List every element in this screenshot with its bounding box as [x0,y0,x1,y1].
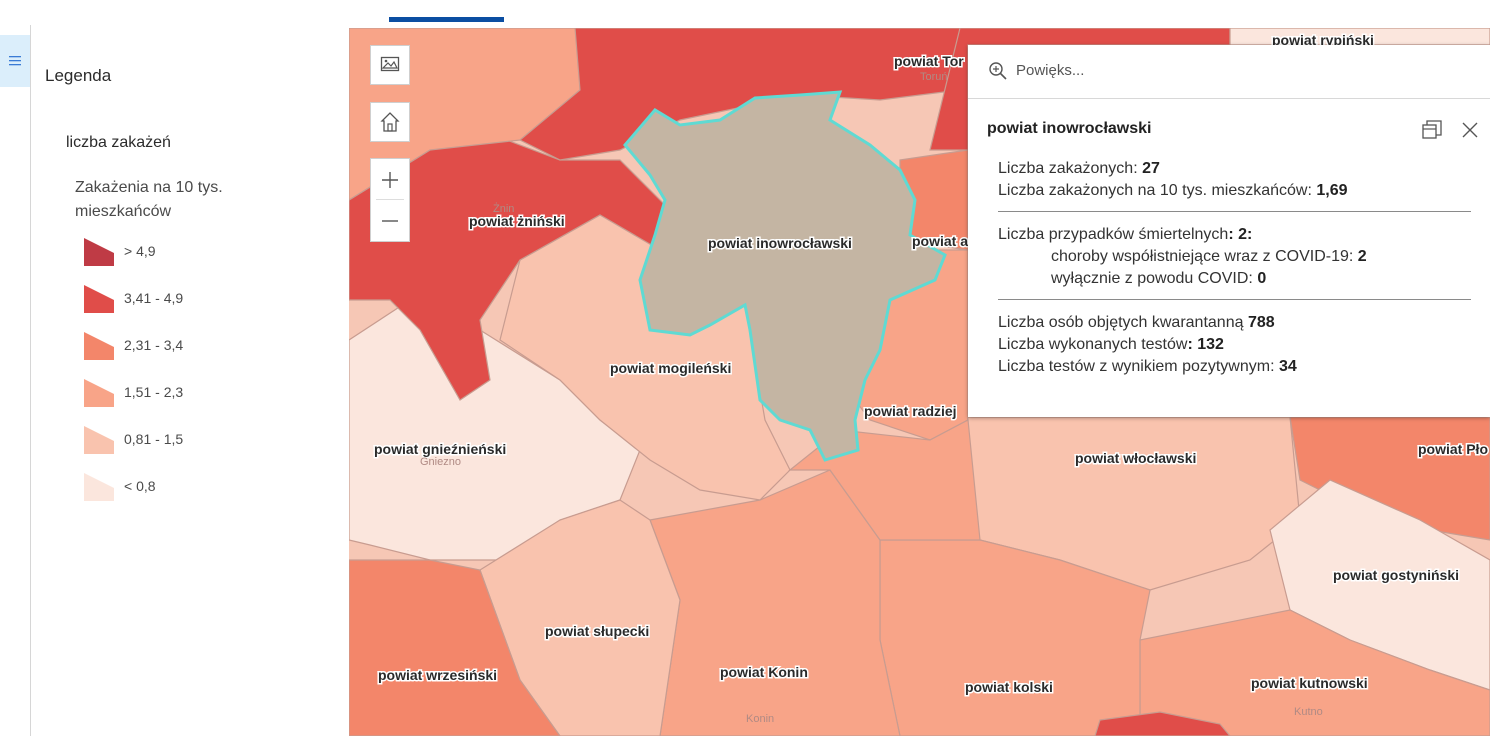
legend-class-label: < 0,8 [124,478,156,494]
home-button[interactable] [370,102,410,142]
map-label-zninski: powiat żniński [469,213,565,229]
covid-only-label: wyłącznie z powodu COVID: [1051,270,1253,287]
map-label-wloclawski: powiat włocławski [1075,450,1196,466]
legend-swatch [84,426,114,454]
region-zninski[interactable] [349,129,666,401]
popup-zoom-action[interactable]: Powięks... [968,45,1490,99]
comorb-label: choroby współistniejące wraz z COVID-19: [1051,248,1354,265]
region-south-east-dark[interactable] [1094,711,1231,736]
dock-icon[interactable] [1420,118,1444,142]
popup-positive-tests: Liczba testów z wynikiem pozytywnym: 34 [998,358,1297,376]
legend-class: < 0,8 [83,470,156,502]
region-inowroclawski-selected[interactable] [623,90,947,462]
legend-swatch [84,238,114,266]
map-label-inowroclawski: powiat inowrocławski [708,235,852,251]
active-tab-indicator [389,17,504,22]
map-label-gostyninski: powiat gostyniński [1333,567,1459,583]
legend-class: 0,81 - 1,5 [83,423,183,455]
map-label-torun: powiat Tor [894,53,964,69]
map-label-wrzesinski: powiat wrzesiński [378,667,497,683]
legend-swatch [84,285,114,313]
infections-label: Liczba zakażonych: [998,160,1138,177]
infections-value: 27 [1142,160,1160,177]
home-icon [380,112,400,132]
popup-covid-only: wyłącznie z powodu COVID: 0 [1051,270,1266,288]
popup-zoom-label: Powięks... [1016,62,1085,79]
legend-class-label: 3,41 - 4,9 [124,290,184,306]
deaths-value: : 2: [1228,226,1253,243]
tests-value: : 132 [1187,336,1224,353]
legend-layer-title: liczba zakażeń [66,134,171,151]
legend-class: 3,41 - 4,9 [83,282,183,314]
popup-infections: Liczba zakażonych: 27 [998,160,1160,178]
legend-swatch [84,332,114,360]
region-kutnowski[interactable] [1139,609,1490,736]
map-label-gnieznienski: powiat gnieźnieński [374,441,506,457]
map-label-konin: powiat Konin [720,664,808,680]
covid-only-value: 0 [1257,270,1267,287]
legend-field-label: Zakażenia na 10 tys. mieszkańców [75,179,223,220]
city-label-torun: Toruń [920,71,948,83]
city-label-gniezno: Gniezno [420,456,461,468]
left-toolbar [0,25,31,736]
map-label-slupecki: powiat słupecki [545,623,649,639]
legend-class-label: 1,51 - 2,3 [124,384,184,400]
info-popup: Powięks... powiat inowrocławski Liczba z… [968,45,1490,417]
tests-label: Liczba wykonanych testów [998,336,1188,353]
map-label-kolski: powiat kolski [965,679,1053,695]
popup-divider [998,211,1471,212]
zoom-out-button[interactable] [370,200,410,242]
per10k-label: Liczba zakażonych na 10 tys. mieszkańców… [998,182,1312,199]
legend-class: > 4,9 [83,235,156,267]
city-label-znin: Żnin [493,202,514,215]
popup-deaths: Liczba przypadków śmiertelnych: 2: [998,226,1252,244]
map-label-rypinski: powiat rypiński [1272,32,1374,48]
city-label-kutno: Kutno [1294,706,1323,718]
legend-class: 1,51 - 2,3 [83,376,183,408]
legend-swatch [84,473,114,501]
region-wrzesinski[interactable] [349,559,561,736]
legend-class-label: > 4,9 [124,243,156,259]
popup-divider [998,299,1471,300]
legend-class: 2,31 - 3,4 [83,329,183,361]
popup-title: powiat inowrocławski [987,120,1152,137]
deaths-label: Liczba przypadków śmiertelnych [998,226,1229,243]
legend-toggle-button[interactable] [0,35,30,87]
map-label-aleks: powiat a [912,233,968,249]
city-label-konin: Konin [746,713,774,725]
popup-per10k: Liczba zakażonych na 10 tys. mieszkańców… [998,182,1348,200]
map-label-kutnowski: powiat kutnowski [1251,675,1368,691]
map-label-mogilenski: powiat mogileński [610,360,731,376]
map-label-plo: powiat Pło [1418,441,1488,457]
per10k-value: 1,69 [1316,182,1348,199]
basemap-gallery-button[interactable] [370,45,410,85]
plus-icon [382,171,398,188]
top-bar [0,0,1490,25]
map-label-radziej: powiat radziej [864,403,957,419]
zoom-divider [376,199,404,200]
legend-class-label: 2,31 - 3,4 [124,337,184,353]
legend-swatch [84,379,114,407]
popup-comorbidities: choroby współistniejące wraz z COVID-19:… [1051,248,1367,266]
positive-value: 34 [1278,358,1297,375]
legend-class-label: 0,81 - 1,5 [124,431,184,447]
zoom-in-magnifier-icon [989,62,1007,80]
region-rypinski[interactable] [1229,28,1490,46]
popup-tests: Liczba wykonanych testów: 132 [998,336,1224,354]
comorb-value: 2 [1357,248,1367,265]
close-icon[interactable] [1458,118,1482,142]
minus-icon [382,219,398,222]
list-icon [9,56,21,66]
quarantine-label: Liczba osób objętych kwarantanną [998,314,1244,331]
popup-quarantine: Liczba osób objętych kwarantanną 788 [998,314,1275,332]
positive-label: Liczba testów z wynikiem pozytywnym: [998,358,1275,375]
legend-title: Legenda [45,66,112,85]
zoom-in-button[interactable] [370,158,410,200]
basemap-icon [380,56,400,72]
legend-panel: Legenda liczba zakażeń Zakażenia na 10 t… [31,45,348,736]
quarantine-value: 788 [1247,314,1275,331]
